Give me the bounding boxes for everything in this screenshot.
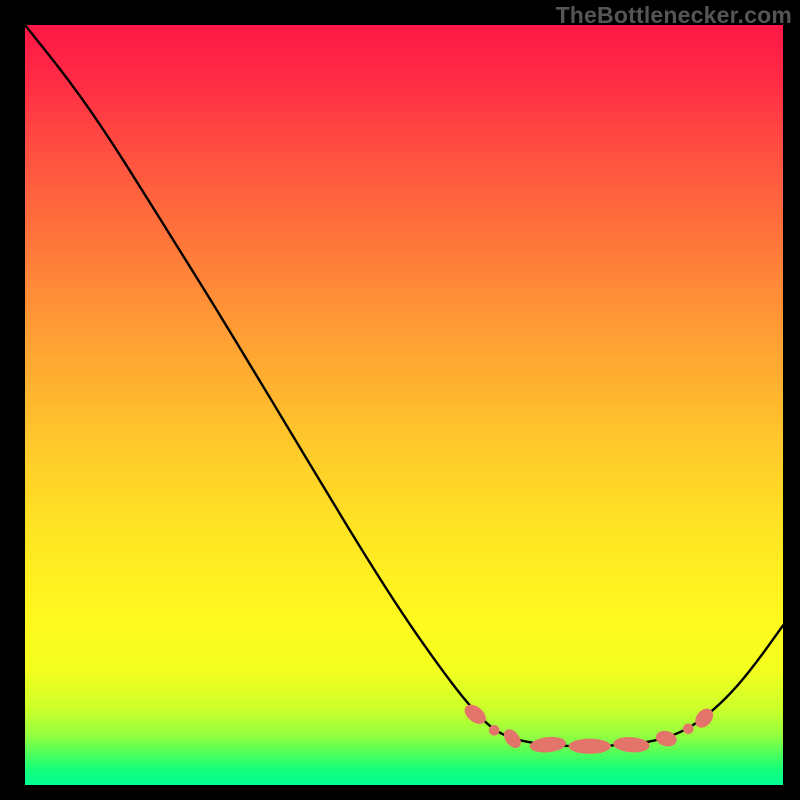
curve-marker: [613, 736, 650, 754]
curve-marker: [489, 725, 500, 736]
curve-marker: [529, 735, 567, 754]
watermark-text: TheBottlenecker.com: [556, 2, 792, 29]
plot-area: [25, 25, 783, 785]
curve-marker: [683, 723, 694, 734]
curve-marker: [654, 729, 678, 749]
marker-layer: [461, 701, 717, 754]
curve-marker: [461, 701, 489, 728]
bottleneck-curve: [25, 25, 783, 746]
curve-marker: [500, 726, 524, 751]
chart-overlay: [25, 25, 783, 785]
chart-frame: TheBottlenecker.com: [0, 0, 800, 800]
curve-marker: [568, 739, 610, 754]
